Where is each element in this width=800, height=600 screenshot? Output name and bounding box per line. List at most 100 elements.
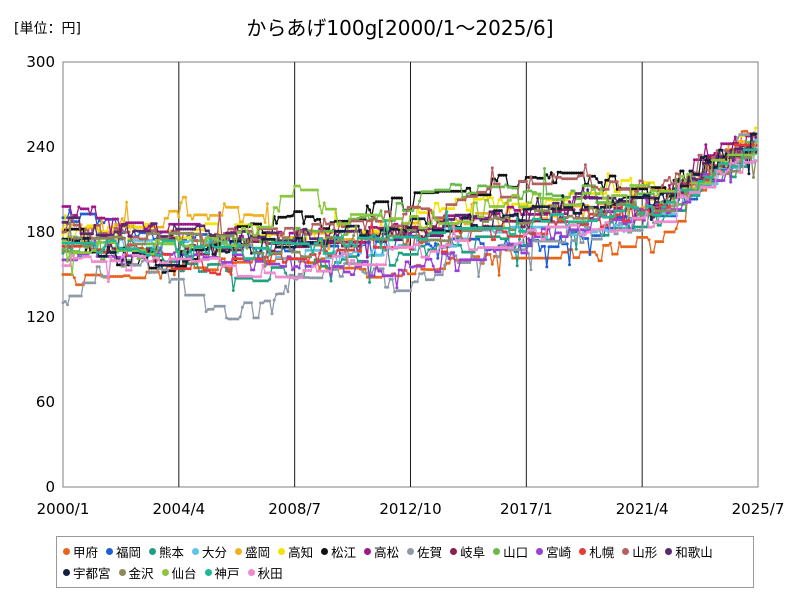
data-point [665, 230, 669, 234]
data-point [515, 264, 519, 268]
data-point [188, 238, 192, 242]
data-point [667, 205, 671, 209]
data-point [704, 154, 708, 158]
data-point [63, 214, 67, 218]
data-point [511, 205, 515, 209]
data-point [399, 268, 403, 272]
data-point [645, 235, 649, 239]
data-point [456, 229, 460, 233]
data-point [286, 290, 290, 293]
data-point [234, 276, 238, 280]
data-point [649, 218, 653, 221]
data-point [370, 219, 374, 223]
data-point [368, 280, 372, 284]
data-point [604, 233, 608, 237]
data-point [211, 268, 215, 272]
data-point [554, 256, 558, 260]
data-point [438, 270, 442, 274]
data-point [272, 237, 276, 241]
data-point [86, 212, 90, 216]
data-point [399, 251, 403, 255]
data-point [270, 266, 274, 269]
data-point [129, 234, 133, 238]
series-lines [61, 126, 758, 321]
data-point [504, 230, 508, 234]
data-point [127, 274, 131, 278]
data-point [618, 241, 621, 245]
data-point [649, 250, 653, 254]
data-point [322, 217, 326, 221]
data-point [102, 221, 106, 225]
data-point [663, 230, 667, 234]
data-point [495, 235, 499, 239]
data-point [77, 205, 81, 209]
data-point [499, 209, 503, 213]
data-point [502, 237, 506, 241]
data-point [527, 237, 531, 241]
data-point [558, 256, 562, 260]
data-point [263, 279, 267, 283]
data-point [156, 270, 160, 274]
data-point [84, 273, 88, 277]
data-point [202, 293, 206, 297]
data-point [200, 266, 203, 270]
data-point [583, 250, 587, 254]
data-point [88, 244, 92, 248]
data-point [661, 240, 665, 244]
data-point [490, 166, 494, 170]
data-point [627, 179, 630, 182]
data-point [238, 315, 242, 319]
data-point [586, 188, 590, 192]
data-point [304, 227, 308, 231]
data-point [206, 268, 210, 272]
data-point [136, 276, 140, 280]
data-point [672, 182, 676, 186]
data-point [683, 209, 687, 213]
data-point [109, 217, 113, 221]
data-point [477, 235, 481, 239]
data-point [404, 269, 408, 272]
data-point [61, 273, 65, 276]
data-point [352, 248, 356, 252]
data-point [540, 256, 544, 260]
data-point [261, 214, 265, 217]
data-point [370, 251, 374, 255]
data-point [459, 243, 462, 247]
data-point [120, 217, 124, 221]
data-point [250, 301, 253, 305]
data-point [547, 176, 551, 180]
data-point [611, 252, 615, 256]
data-point [177, 263, 181, 267]
data-point [679, 219, 683, 223]
data-point [624, 222, 628, 226]
data-point [581, 174, 585, 178]
data-point [554, 245, 558, 249]
data-point [365, 255, 369, 259]
data-point [97, 223, 101, 227]
data-point [327, 227, 331, 231]
data-point [574, 256, 578, 260]
data-point [374, 253, 378, 257]
data-point [470, 253, 474, 257]
data-point [349, 255, 353, 259]
data-point [390, 277, 394, 281]
data-point [577, 256, 581, 260]
data-point [93, 223, 97, 227]
data-point [265, 202, 269, 206]
data-point [627, 187, 630, 191]
unit-label: [単位：円] [14, 21, 81, 37]
data-point [88, 212, 92, 216]
data-point [368, 208, 372, 212]
data-point [463, 250, 467, 254]
data-point [558, 207, 562, 211]
data-point [615, 232, 619, 236]
data-point [340, 257, 344, 261]
data-point [125, 222, 129, 226]
data-point [390, 274, 394, 278]
data-point [345, 233, 349, 236]
data-point [561, 250, 565, 254]
data-point [454, 244, 458, 248]
data-point [129, 238, 133, 242]
data-point [179, 201, 183, 205]
data-point [468, 213, 472, 217]
